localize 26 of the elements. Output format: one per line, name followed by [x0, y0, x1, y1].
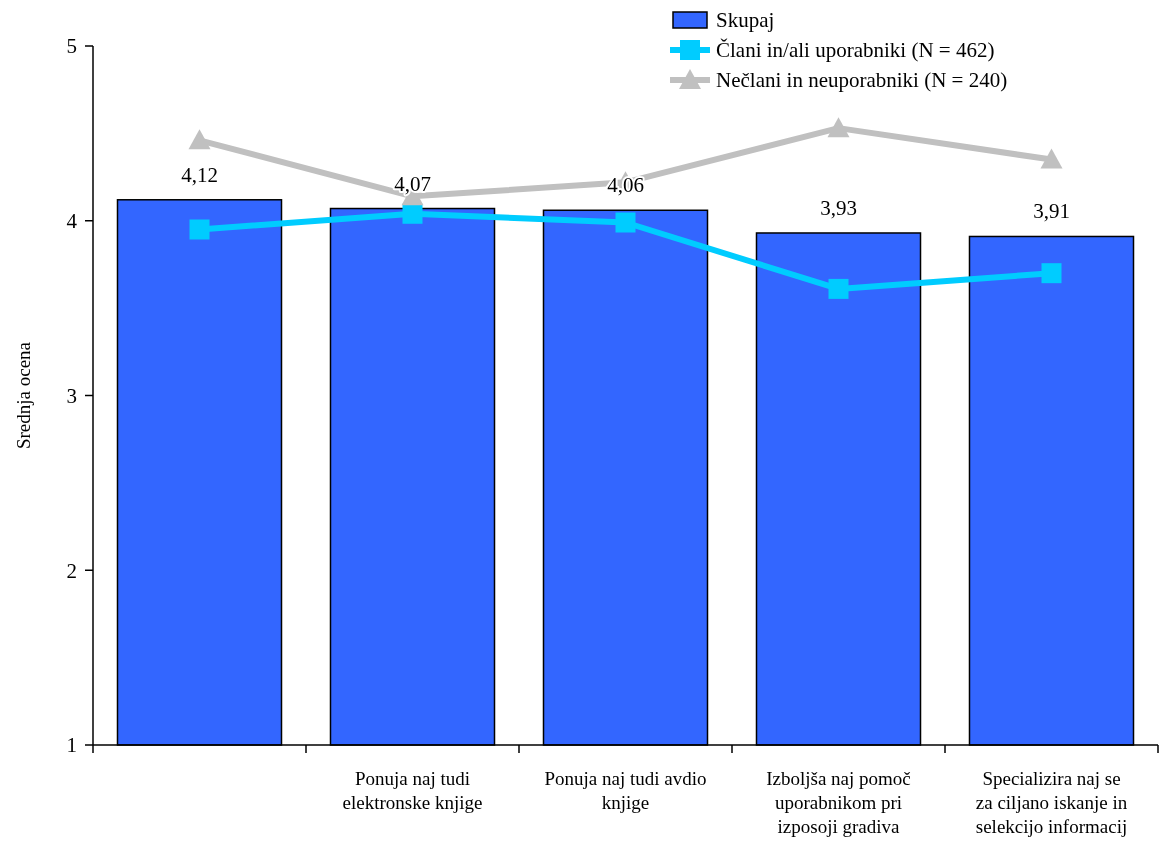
x-tick-label: Ponuja naj tudi elektronske knjige [342, 768, 483, 813]
point [402, 203, 423, 224]
x-tick-label: Specializira naj se za ciljano iskanje in selekcijo informacij [975, 768, 1128, 837]
point [189, 219, 210, 240]
data-label: 3,93 [820, 195, 857, 220]
legend-label: Nečlani in neuporabniki (N = 240) [716, 68, 1008, 93]
point [1040, 148, 1063, 169]
data-label: 4,12 [181, 162, 218, 187]
point [615, 212, 636, 233]
point [827, 117, 850, 138]
y-tick-label: 3 [66, 383, 77, 408]
y-tick-label: 2 [66, 558, 77, 583]
y-tick-label: 4 [66, 209, 78, 234]
y-axis-title: Srednja ocena [13, 341, 34, 450]
legend-label: Člani in/ali uporabniki (N = 462) [716, 38, 995, 63]
y-tick-label: 5 [66, 34, 77, 59]
y-tick-label: 1 [66, 733, 77, 758]
data-label: 3,91 [1033, 199, 1070, 224]
point [1041, 263, 1062, 284]
legend-label: Skupaj [716, 8, 775, 33]
point [828, 278, 849, 299]
point [188, 129, 211, 150]
x-tick-label: Izboljša naj pomoč uporabnikom pri izposoji gradiva [766, 768, 911, 837]
data-label: 4,06 [607, 173, 644, 198]
data-label: 4,07 [394, 171, 431, 196]
x-tick-label: Ponuja naj tudi avdio knjige [544, 768, 707, 813]
